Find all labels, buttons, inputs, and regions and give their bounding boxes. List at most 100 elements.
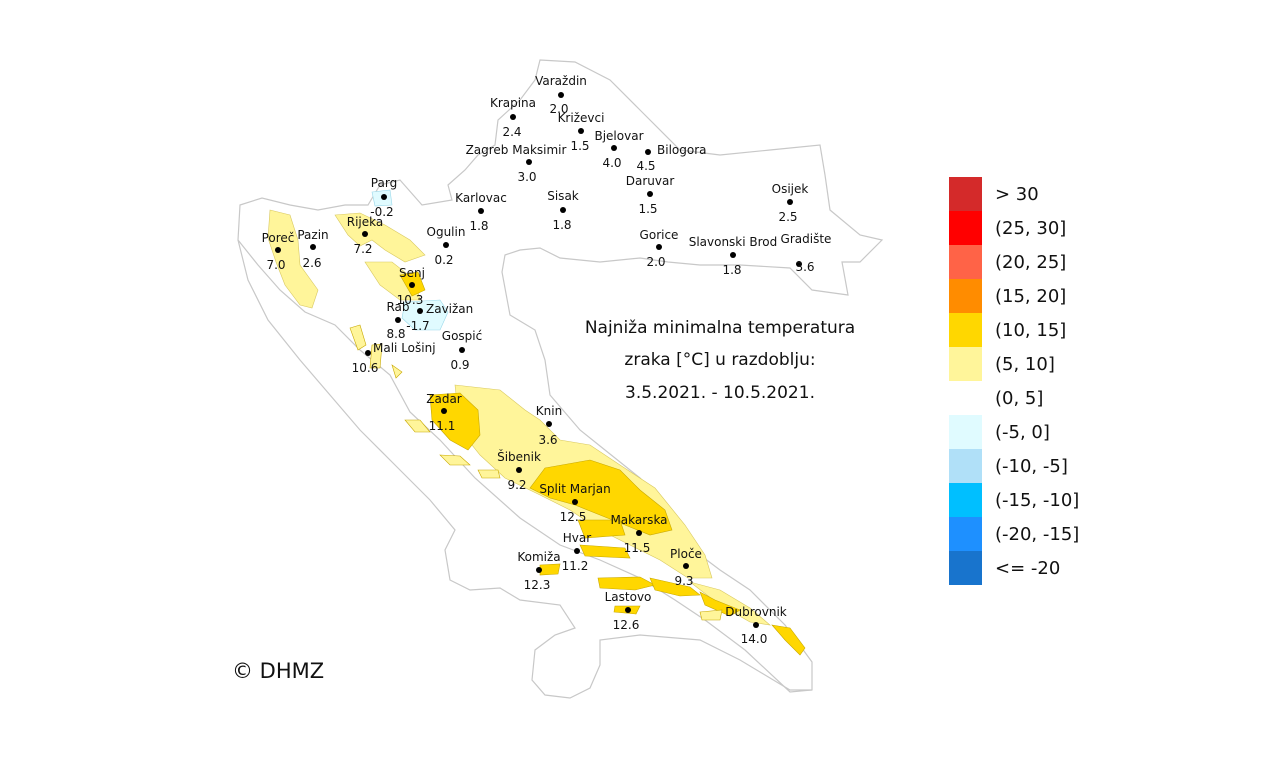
legend-label: (-5, 0] — [995, 421, 1050, 443]
station-dot — [409, 282, 415, 288]
station-value: 3.6 — [538, 433, 557, 447]
station-value: 1.8 — [552, 218, 571, 232]
station: Pazin 2.6 — [297, 228, 328, 270]
country-outline — [237, 59, 884, 693]
station-dot — [417, 308, 423, 314]
station-value: 11.5 — [624, 541, 651, 555]
legend-swatch — [949, 483, 982, 517]
station-name: Parg — [371, 176, 397, 190]
sea-boundary — [237, 239, 812, 699]
station-dot — [578, 128, 584, 134]
station: Sisak 1.8 — [547, 189, 579, 232]
station: Parg -0.2 — [370, 176, 397, 219]
station-dot — [381, 194, 387, 200]
station-name: Dubrovnik — [725, 605, 787, 619]
station-name: Krapina — [490, 96, 536, 110]
station-dot — [536, 567, 542, 573]
station-name: Makarska — [610, 513, 667, 527]
station-dot — [362, 231, 368, 237]
station: Gorice 2.0 — [640, 228, 679, 269]
station-value: 1.5 — [638, 202, 657, 216]
station-name: Rijeka — [347, 215, 383, 229]
station-dot — [526, 159, 532, 165]
station-name: Rab — [386, 300, 409, 314]
legend-swatch — [949, 551, 982, 585]
station-value: 4.5 — [636, 159, 655, 173]
station-dot — [753, 622, 759, 628]
station: Karlovac 1.8 — [455, 191, 507, 233]
station-name: Ploče — [670, 547, 702, 561]
station-dot — [656, 244, 662, 250]
station-name: Šibenik — [497, 449, 541, 464]
station: Varaždin 2.0 — [535, 74, 587, 116]
station: Split Marjan 12.5 — [539, 482, 610, 524]
station: Bjelovar 4.0 — [594, 129, 643, 170]
legend-swatch — [949, 415, 982, 449]
station: Komiža 12.3 — [517, 550, 560, 592]
station-dot — [275, 247, 281, 253]
station-value: -1.7 — [406, 319, 429, 333]
station: Senj 10.3 — [397, 266, 425, 307]
station-value: 3.6 — [795, 260, 814, 274]
station-value: 12.6 — [613, 618, 640, 632]
legend-label: > 30 — [995, 183, 1039, 205]
station-layer: Varaždin 2.0 Krapina 2.4 Križevci 1.5 Bjelovar… — [262, 74, 832, 646]
station-name: Ogulin — [427, 225, 466, 239]
legend-item: (5, 10] — [949, 347, 1079, 381]
station-dot — [572, 499, 578, 505]
station-name: Lastovo — [605, 590, 652, 604]
station-value: 10.6 — [352, 361, 379, 375]
station-name: Varaždin — [535, 74, 587, 88]
station-value: 9.3 — [674, 574, 693, 588]
station-dot — [645, 149, 651, 155]
station-dot — [459, 347, 465, 353]
station-name: Zavižan — [426, 302, 473, 316]
station-name: Sisak — [547, 189, 579, 203]
legend-label: (5, 10] — [995, 353, 1055, 375]
copyright-text: © DHMZ — [232, 659, 325, 683]
temperature-legend: > 30 (25, 30] (20, 25] (15, 20] (10, 15] (5, … — [949, 177, 1079, 585]
station: Rab 8.8 — [386, 300, 409, 341]
station-value: 9.2 — [507, 478, 526, 492]
station-value: 14.0 — [741, 632, 768, 646]
station-dot — [441, 408, 447, 414]
station-name: Gradište — [781, 232, 832, 246]
legend-item: <= -20 — [949, 551, 1079, 585]
legend-swatch — [949, 347, 982, 381]
station-value: 1.8 — [469, 219, 488, 233]
station-value: 3.0 — [517, 170, 536, 184]
station: Zadar 11.1 — [426, 392, 462, 433]
station-value: 12.3 — [524, 578, 551, 592]
station: Zavižan -1.7 — [406, 302, 473, 333]
station-value: 2.0 — [646, 255, 665, 269]
station: Ogulin 0.2 — [427, 225, 466, 267]
station-dot — [365, 350, 371, 356]
legend-swatch — [949, 279, 982, 313]
station: Osijek 2.5 — [772, 182, 809, 224]
station: Mali Lošinj 10.6 — [352, 341, 436, 375]
station: Slavonski Brod 1.8 — [689, 235, 778, 277]
legend-swatch — [949, 381, 982, 415]
station-dot — [636, 530, 642, 536]
legend-label: (15, 20] — [995, 285, 1067, 307]
station: Rijeka 7.2 — [347, 215, 383, 256]
station-dot — [611, 145, 617, 151]
legend-swatch — [949, 211, 982, 245]
zone-10-15 — [399, 271, 806, 656]
legend-item: (-5, 0] — [949, 415, 1079, 449]
station-value: 8.8 — [386, 327, 405, 341]
station-value: 0.9 — [450, 358, 469, 372]
station-dot — [546, 421, 552, 427]
legend-item: (10, 15] — [949, 313, 1079, 347]
station-name: Osijek — [772, 182, 809, 196]
station: Lastovo 12.6 — [605, 590, 652, 632]
legend-swatch — [949, 517, 982, 551]
station: Krapina 2.4 — [490, 96, 536, 139]
station: Gospić 0.9 — [442, 329, 482, 372]
legend-item: (-20, -15] — [949, 517, 1079, 551]
station: Dubrovnik 14.0 — [725, 605, 787, 646]
legend-label: (25, 30] — [995, 217, 1067, 239]
station-dot — [516, 467, 522, 473]
station-value: 4.0 — [602, 156, 621, 170]
